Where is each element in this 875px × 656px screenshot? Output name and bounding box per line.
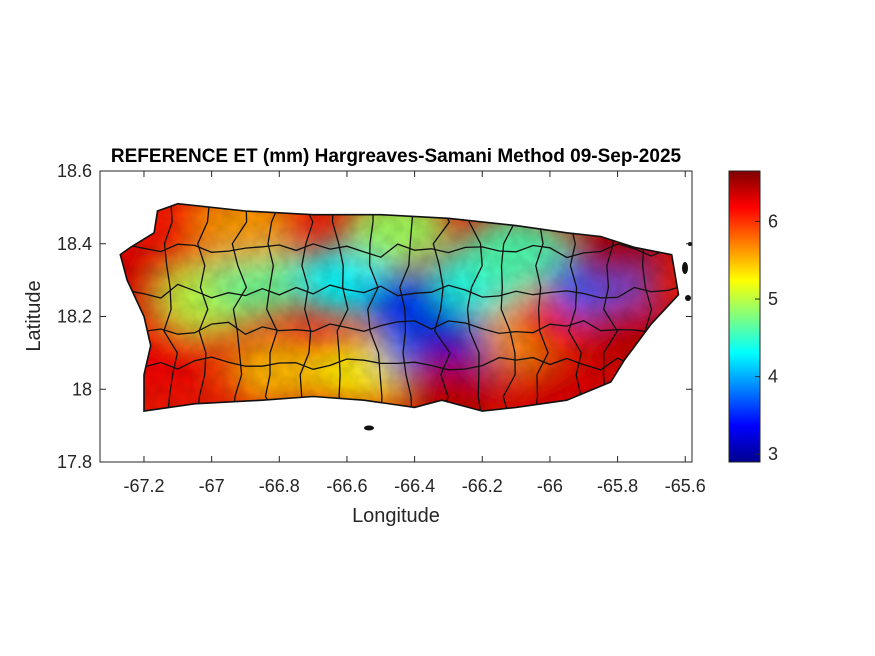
municipal-boundary-h1 <box>120 283 679 299</box>
municipal-boundary-v4 <box>299 203 314 412</box>
municipal-boundary-v3 <box>264 203 282 412</box>
municipal-boundary-v10 <box>500 203 516 412</box>
y-tick-label: 18.4 <box>57 234 92 254</box>
colorbar-tick-label: 5 <box>768 289 778 309</box>
y-tick-label: 18.2 <box>57 307 92 327</box>
colorbar-tick-label: 4 <box>768 367 778 387</box>
y-axis-label: Latitude <box>23 280 45 351</box>
x-axis: -67.2 -67 -66.8 -66.6 -66.4 -66.2 -66 -65.8 -65.… <box>123 171 706 496</box>
et-map <box>120 203 679 412</box>
x-tick-label: -67 <box>199 476 225 496</box>
chart-title: REFERENCE ET (mm) Hargreaves-Samani Meth… <box>111 146 682 167</box>
colorbar: 3 4 5 6 <box>728 170 778 464</box>
x-tick-label: -66.2 <box>462 476 503 496</box>
colorbar-tick-label: 3 <box>768 444 778 464</box>
municipal-boundary-v8 <box>432 203 451 412</box>
island-outline <box>119 202 680 413</box>
x-tick-label: -66.8 <box>259 476 300 496</box>
municipal-boundary-h3 <box>120 356 679 371</box>
municipal-boundary-v5 <box>331 203 349 412</box>
municipal-boundary-v0 <box>163 203 179 412</box>
municipal-boundary-v6 <box>367 203 383 412</box>
x-tick-label: -65.8 <box>597 476 638 496</box>
colorbar-ticks: 3 4 5 6 <box>755 211 778 464</box>
municipal-boundary-v2 <box>231 203 248 412</box>
x-tick-label: -66 <box>537 476 563 496</box>
municipal-boundary-v1 <box>196 203 211 412</box>
x-tick-label: -66.4 <box>394 476 435 496</box>
y-tick-label: 17.8 <box>57 452 92 472</box>
x-axis-label: Longitude <box>352 505 440 527</box>
y-tick-label: 18.6 <box>57 161 92 181</box>
municipal-boundary-h2 <box>120 319 679 336</box>
colorbar-gradient <box>728 170 761 463</box>
municipal-boundary-v9 <box>466 203 483 412</box>
x-tick-label: -67.2 <box>123 476 164 496</box>
x-tick-label: -65.6 <box>665 476 706 496</box>
colorbar-tick-label: 6 <box>768 211 778 231</box>
municipal-boundary-h0 <box>120 243 679 259</box>
offshore-islets <box>364 242 692 431</box>
municipal-boundary-v7 <box>399 203 415 412</box>
y-tick-label: 18 <box>72 379 92 399</box>
municipal-boundary-v12 <box>567 203 582 412</box>
x-tick-label: -66.6 <box>326 476 367 496</box>
y-axis: 17.8 18 18.2 18.4 18.6 <box>57 161 692 472</box>
municipal-boundary-v11 <box>534 203 549 412</box>
